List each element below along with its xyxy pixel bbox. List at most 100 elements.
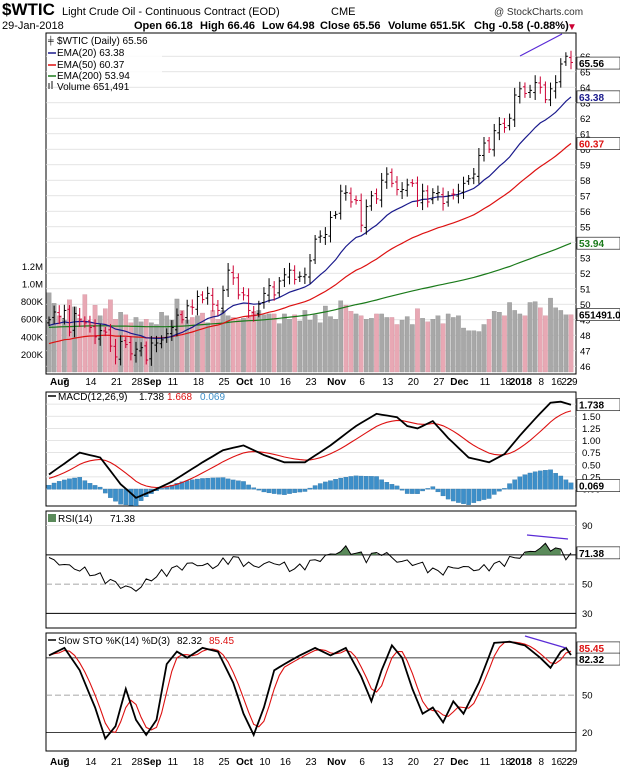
price-tick-label: 46 bbox=[580, 362, 591, 373]
macd-histogram-bar bbox=[302, 488, 308, 492]
volume-bar bbox=[445, 313, 451, 373]
rsi-divergence-line bbox=[526, 534, 569, 540]
volume-bar bbox=[379, 313, 384, 373]
x-tick-label: Sep bbox=[143, 757, 161, 768]
volume-bar bbox=[548, 297, 553, 373]
volume-bar bbox=[389, 317, 395, 373]
rsi-panel: 30507090 71.38 RSI(14) 71.38 bbox=[45, 510, 620, 629]
volume-bar bbox=[189, 317, 195, 373]
macd-tick-label: 1.50 bbox=[582, 412, 601, 423]
macd-histogram-bar bbox=[435, 488, 441, 493]
volume-bar bbox=[481, 324, 487, 373]
badge-ema50: 60.37 bbox=[579, 140, 604, 151]
price-tick-label: 61 bbox=[580, 129, 591, 140]
header-volume: Volume 651.5K bbox=[388, 20, 465, 32]
macd-histogram-bar bbox=[369, 476, 374, 490]
sto-d-line bbox=[48, 641, 572, 734]
volume-bar bbox=[517, 313, 523, 373]
instrument-name: Light Crude Oil - Continuous Contract (E… bbox=[62, 6, 280, 18]
volume-tick-label: 400K bbox=[21, 332, 44, 343]
macd-histogram-bar bbox=[282, 488, 287, 495]
macd-histogram-bar bbox=[51, 482, 57, 490]
price-tick-label: 50 bbox=[580, 300, 591, 311]
macd-panel: 0.000.250.500.751.001.251.501.75 1.7380.… bbox=[45, 391, 620, 507]
volume-bar bbox=[476, 331, 482, 373]
macd-histogram-bar bbox=[461, 488, 466, 504]
down-arrow-icon: ▼ bbox=[567, 22, 577, 33]
x-tick-label: 22 bbox=[561, 377, 573, 388]
x-tick-label: 18 bbox=[193, 377, 205, 388]
macd-histogram-bar bbox=[522, 474, 528, 490]
x-tick-label: 16 bbox=[551, 757, 563, 768]
macd-histogram-bar bbox=[553, 473, 558, 490]
macd-histogram-bar bbox=[399, 488, 405, 491]
sto-legend: Slow STO %K(14) %D(3) 82.32 85.45 bbox=[48, 636, 234, 647]
rsi-value: 71.38 bbox=[110, 514, 135, 525]
macd-histogram-bar bbox=[97, 486, 103, 490]
ema50-line bbox=[48, 143, 572, 345]
x-tick-label: 25 bbox=[218, 757, 230, 768]
volume-bar bbox=[369, 318, 374, 373]
macd-histogram-bar bbox=[236, 480, 241, 490]
x-tick-label: Nov bbox=[327, 757, 346, 768]
macd-histogram-bar bbox=[72, 477, 77, 490]
volume-bar bbox=[430, 319, 436, 373]
price-legend: ╪ $WTIC (Daily) 65.56 EMA(20) 63.38 EMA(… bbox=[47, 34, 162, 93]
sto-label: Slow STO %K(14) %D(3) bbox=[58, 636, 170, 647]
x-tick-label: 28 bbox=[131, 757, 143, 768]
volume-bar bbox=[230, 317, 236, 373]
badge-ema20-box bbox=[576, 90, 620, 104]
macd-histogram-bar bbox=[215, 477, 221, 490]
volume-bar bbox=[195, 315, 200, 373]
x-tick-label: 6 bbox=[359, 377, 365, 388]
header-change: Chg -0.58 (-0.88%) bbox=[474, 20, 569, 32]
rsi-tick-label: 50 bbox=[582, 580, 593, 591]
badge-macd-box bbox=[576, 398, 620, 412]
candle-icon: ╪ bbox=[47, 35, 54, 46]
volume-bar bbox=[328, 316, 333, 373]
macd-tick-label: 1.00 bbox=[582, 436, 601, 447]
volume-bar bbox=[404, 316, 410, 373]
sto-lines bbox=[48, 640, 572, 741]
header-low: Low 64.98 bbox=[262, 20, 315, 32]
watermark: @ StockCharts.com bbox=[494, 7, 583, 18]
macd-histogram-bar bbox=[379, 479, 384, 490]
x-tick-label: 29 bbox=[566, 757, 578, 768]
macd-legend: MACD(12,26,9) 1.738 1.668 0.069 bbox=[48, 392, 225, 403]
volume-bar bbox=[471, 330, 477, 373]
histogram-value: 0.069 bbox=[200, 392, 225, 403]
legend-ema200: EMA(200) 53.94 bbox=[57, 71, 130, 82]
macd-histogram-bar bbox=[276, 488, 282, 495]
price-tick-label: 64 bbox=[580, 83, 591, 94]
sto-tick-label: 20 bbox=[582, 728, 593, 739]
rsi-panel-frame bbox=[45, 510, 577, 629]
macd-histogram-bar bbox=[404, 488, 410, 494]
volume-tick-label: 1.0M bbox=[22, 280, 43, 291]
macd-last-badges: 1.738 0.069 bbox=[576, 398, 620, 493]
macd-value: 1.738 bbox=[139, 392, 164, 403]
legend-main: $WTIC (Daily) 65.56 bbox=[57, 36, 148, 47]
macd-histogram-bar bbox=[532, 471, 538, 490]
rsi-tick-label: 30 bbox=[582, 609, 593, 620]
trend-line bbox=[519, 33, 563, 57]
macd-histogram-bar bbox=[353, 475, 359, 490]
macd-histogram-bar bbox=[502, 488, 507, 490]
macd-histogram-bar bbox=[195, 478, 200, 490]
x-tick-label: 18 bbox=[193, 757, 205, 768]
x-tick-label: 11 bbox=[168, 377, 179, 388]
legend-ema20: EMA(20) 63.38 bbox=[57, 48, 125, 59]
volume-bar bbox=[200, 312, 205, 373]
x-tick-label: 23 bbox=[305, 377, 317, 388]
volume-bar bbox=[205, 322, 210, 373]
macd-histogram-bar bbox=[450, 488, 456, 502]
macd-histogram-bar bbox=[323, 481, 328, 490]
badge-rsi-box bbox=[576, 546, 620, 560]
volume-bar bbox=[394, 324, 400, 373]
badge-ema200: 53.94 bbox=[579, 239, 604, 250]
volume-bar bbox=[241, 318, 246, 373]
macd-histogram-bar bbox=[517, 476, 523, 490]
rsi-tick-label: 90 bbox=[582, 521, 593, 532]
macd-histogram-bar bbox=[261, 488, 267, 493]
